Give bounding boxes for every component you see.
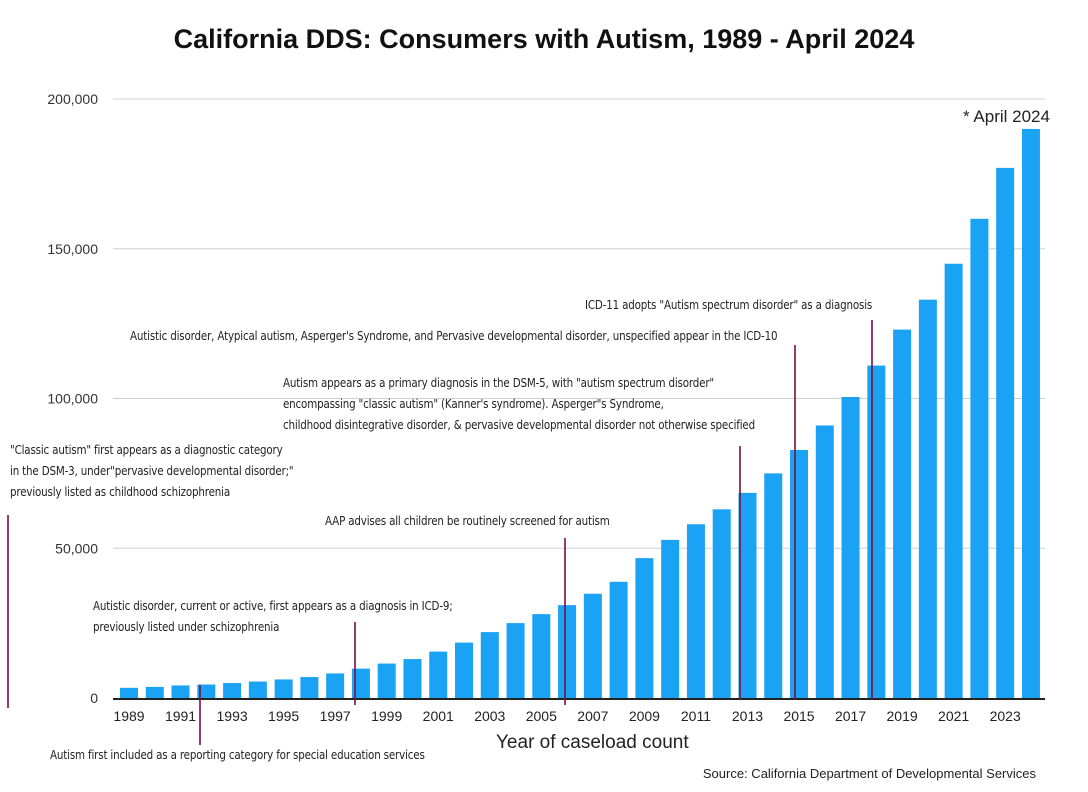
- bar-2008: [609, 581, 628, 698]
- bar-1996: [300, 677, 319, 698]
- bar-2017: [841, 397, 860, 698]
- bar-1999: [377, 663, 396, 698]
- annotation-line: childhood disintegrative disorder, & per…: [283, 418, 755, 432]
- x-tick-label: 2007: [577, 708, 608, 724]
- y-tick-label: 0: [90, 690, 98, 706]
- x-tick-label: 2009: [629, 708, 660, 724]
- bar-2003: [480, 632, 499, 698]
- annotation-line: Autistic disorder, Atypical autism, Aspe…: [130, 329, 778, 343]
- bar-2013: [738, 492, 757, 698]
- annotation-line: previously listed as childhood schizophr…: [10, 485, 231, 499]
- x-tick-label: 1999: [371, 708, 402, 724]
- x-tick-label: 2003: [474, 708, 505, 724]
- bar-2018: [867, 365, 886, 698]
- x-tick-label: 1993: [217, 708, 248, 724]
- x-tick-label: 2017: [835, 708, 866, 724]
- x-tick-label: 2023: [990, 708, 1021, 724]
- y-tick-label: 150,000: [47, 241, 98, 257]
- bar-2002: [455, 642, 474, 698]
- annotation-line: Autism appears as a primary diagnosis in…: [283, 376, 714, 390]
- y-tick-label: 50,000: [55, 540, 98, 556]
- bar-2001: [429, 651, 448, 698]
- annotation-line: ICD-11 adopts "Autism spectrum disorder"…: [585, 298, 873, 312]
- x-tick-label: 2013: [732, 708, 763, 724]
- x-tick-label: 1997: [320, 708, 351, 724]
- annotation-line: encompassing "classic autism" (Kanner's …: [283, 397, 664, 411]
- annotation-icd9: Autistic disorder, current or active, fi…: [93, 596, 453, 638]
- last-bar-note: * April 2024: [963, 107, 1050, 126]
- bar-1989: [120, 687, 138, 698]
- x-tick-label: 2001: [423, 708, 454, 724]
- bar-2005: [532, 614, 551, 698]
- x-tick-label: 2015: [783, 708, 814, 724]
- annotation-line: previously listed under schizophrenia: [93, 620, 280, 634]
- x-axis-label: Year of caseload count: [496, 732, 689, 753]
- annotation-line: AAP advises all children be routinely sc…: [325, 514, 610, 528]
- annotation-special-ed: Autism first included as a reporting cat…: [50, 745, 425, 766]
- bar-2010: [661, 539, 680, 698]
- x-tick-label: 1995: [268, 708, 299, 724]
- annotation-dsm3: "Classic autism" first appears as a diag…: [10, 440, 294, 503]
- x-tick-label: 2019: [887, 708, 918, 724]
- bar-2022: [970, 218, 989, 699]
- bar-2011: [686, 524, 705, 698]
- bar-2007: [583, 593, 602, 698]
- bar-2019: [893, 329, 912, 698]
- bar-1995: [274, 679, 293, 698]
- annotation-icd10: Autistic disorder, Atypical autism, Aspe…: [130, 326, 778, 347]
- bar-2016: [815, 425, 834, 698]
- annotation-line: Autistic disorder, current or active, fi…: [93, 599, 453, 613]
- bar-2021: [944, 263, 963, 698]
- x-tick-label: 2011: [681, 708, 711, 724]
- x-tick-label: 2021: [938, 708, 969, 724]
- y-tick-label: 100,000: [47, 391, 98, 407]
- x-tick-label: 2005: [526, 708, 557, 724]
- bar-1997: [326, 673, 345, 698]
- annotation-line: "Classic autism" first appears as a diag…: [10, 443, 283, 457]
- bar-2000: [403, 659, 422, 698]
- bar-2015: [790, 450, 809, 698]
- annotation-line: in the DSM-3, under"pervasive developmen…: [10, 464, 294, 478]
- annotation-line: Autism first included as a reporting cat…: [50, 748, 425, 762]
- bar-2009: [635, 558, 654, 698]
- bar-2012: [712, 509, 731, 698]
- bar-1990: [145, 686, 164, 698]
- source-note: Source: California Department of Develop…: [702, 766, 1036, 781]
- x-tick-label: 1991: [165, 708, 196, 724]
- bar-1994: [248, 681, 267, 698]
- bar-2024: [1021, 128, 1040, 698]
- chart-title: California DDS: Consumers with Autism, 1…: [173, 24, 915, 54]
- annotation-aap: AAP advises all children be routinely sc…: [325, 511, 610, 532]
- x-tick-label: 1989: [113, 708, 144, 724]
- bar-1992: [197, 684, 216, 698]
- annotation-dsm5: Autism appears as a primary diagnosis in…: [283, 373, 755, 436]
- annotation-icd11: ICD-11 adopts "Autism spectrum disorder"…: [585, 295, 872, 316]
- bar-2004: [506, 623, 525, 698]
- bar-2023: [996, 167, 1015, 698]
- bar-1998: [351, 668, 370, 698]
- bar-2020: [918, 299, 937, 698]
- bar-1993: [223, 683, 242, 698]
- bar-2006: [558, 605, 577, 698]
- y-tick-label: 200,000: [47, 91, 98, 107]
- bar-1991: [171, 685, 190, 698]
- bar-2014: [764, 473, 783, 698]
